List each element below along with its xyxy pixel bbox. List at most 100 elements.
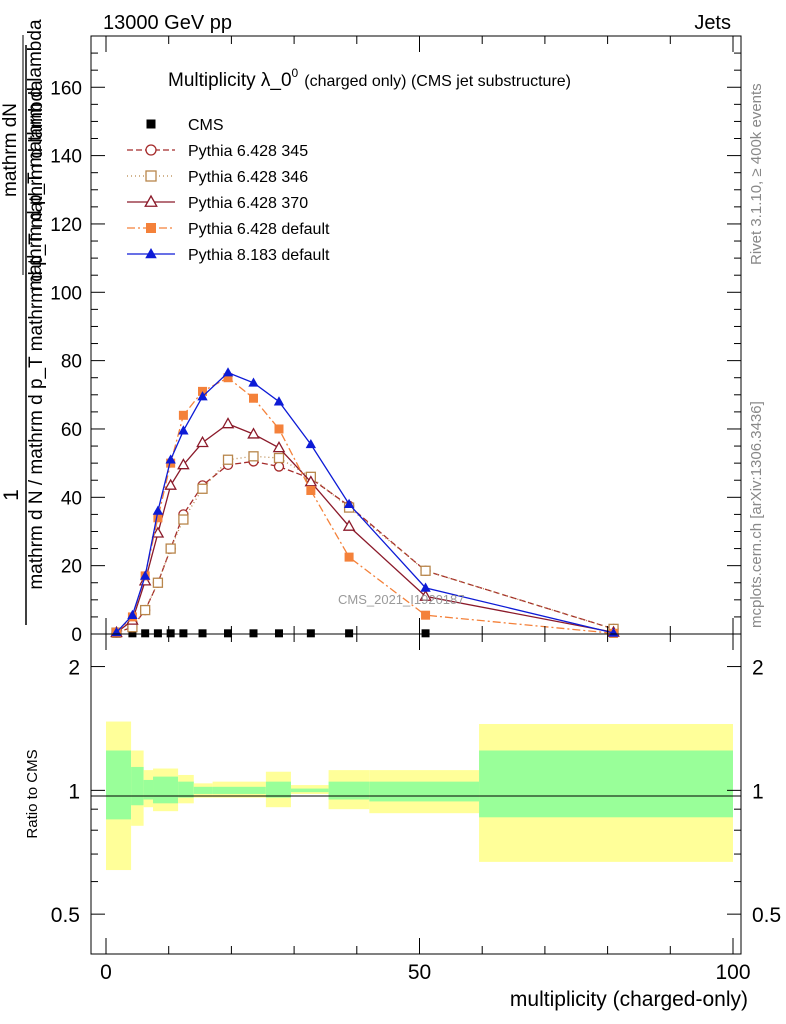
data-point [249,629,258,638]
ratio-band-inner [153,776,179,804]
x-tick-label: 0 [100,961,112,984]
series-0 [112,629,618,638]
legend-label: Pythia 6.428 346 [188,169,308,186]
y-tick-label: 80 [61,352,82,373]
data-point [139,570,151,580]
ratio-y-axis: 0.5 0.5 1 1 2 2 [51,657,781,928]
data-point [165,543,176,554]
main-y-axis: 0 20 40 60 80 100 120 140 160 [50,35,741,646]
y-tick-label: 120 [50,215,82,236]
data-point [305,438,317,449]
ratio-tick-label-right: 1 [752,780,764,803]
data-point [145,144,157,156]
data-point [343,498,355,508]
legend-item: Pythia 8.183 default [127,247,330,264]
legend-item: Pythia 6.428 346 [127,169,308,186]
data-point [127,609,138,620]
data-point [145,248,157,259]
rivet-version-label: Rivet 3.1.10, ≥ 400k events [748,83,765,265]
data-point [223,373,233,383]
ratio-tick-label-right: 2 [752,657,764,680]
plot-title-main: Multiplicity λ_0 [168,70,292,91]
data-point [146,223,156,233]
data-point [222,454,234,465]
data-point [179,629,188,638]
data-point [306,485,316,495]
plot-title: Multiplicity λ_00 (charged only) (CMS jet… [168,66,571,91]
data-point [248,377,259,387]
series-line [116,455,614,634]
data-point [248,451,259,462]
ratio-tick-label-left: 0.5 [51,904,80,927]
data-point [165,454,176,464]
data-point [342,519,356,531]
data-point [178,514,189,525]
legend-item: Pythia 6.428 345 [127,143,308,160]
data-point [140,604,151,616]
data-point [152,577,164,588]
x-tick-label: 50 [408,961,431,984]
legend-label: Pythia 6.428 default [188,221,330,238]
data-point [141,629,150,638]
ratio-band-inner [106,750,132,820]
data-point [151,526,165,538]
ratio-band-inner [479,750,733,818]
data-point [198,629,207,638]
data-point [304,475,318,487]
data-point [421,610,431,620]
y-tick-label: 20 [61,557,82,578]
data-point [145,170,157,182]
ratio-y-label: Ratio to CMS [24,749,41,838]
ratio-plot-frame [90,633,742,955]
y-label-denominator: mathrm d N / mathrm d p_T mathrm d p_T m… [26,80,47,590]
data-point [273,396,285,406]
data-point [247,427,260,439]
analysis-watermark: CMS_2021_I1920187 [338,592,465,607]
data-point [196,435,209,448]
legend-label: Pythia 6.428 345 [188,143,308,160]
ratio-band-inner [328,781,370,800]
mcplots-label: mcplots.cern.ch [arXiv:1306.3436] [748,401,765,628]
series-2 [111,451,619,638]
ratio-tick-label-left: 1 [68,780,80,803]
ratio-band-inner [212,786,266,794]
series-5 [111,367,619,637]
data-point [274,424,284,434]
legend: CMS Pythia 6.428 345 Pythia 6.428 346 Pythi… [127,117,330,264]
data-point [197,391,208,401]
data-point [224,629,233,638]
header-jets: Jets [694,12,731,34]
data-point [222,367,234,377]
y-tick-label: 0 [71,625,82,646]
data-point [274,629,283,638]
main-y-label: 1 mathrm d N / mathrm d p_T mathrm d p_T… [0,19,47,625]
data-point [164,478,177,490]
x-tick-label: 100 [715,961,750,984]
ratio-band-inner [369,781,480,802]
data-point [144,194,158,207]
data-point [153,629,162,638]
data-point [272,441,286,453]
data-point [166,629,175,638]
y-tick-label: 100 [50,283,82,304]
data-point [197,483,208,494]
main-series-layer [110,367,620,638]
ratio-band-inner [290,788,329,793]
y-tick-label: 60 [61,420,82,441]
plot-title-tail: (charged only) (CMS jet substructure) [304,73,571,90]
ratio-band-inner [143,779,154,800]
x-axis-label: multiplicity (charged-only) [510,988,748,1011]
legend-label: CMS [188,117,224,134]
data-point [420,582,431,592]
y-label-numerator: mathrm dN [0,103,21,197]
header-energy: 13000 GeV pp [103,12,232,34]
legend-item: Pythia 6.428 default [127,221,330,238]
y-label-inner-denominator: mathrm d p_T mathrm d lambda [25,19,46,290]
legend-label: Pythia 8.183 default [188,247,330,264]
data-point [221,417,235,429]
y-tick-label: 160 [50,78,82,99]
data-point [128,629,137,638]
data-point [146,119,156,129]
data-point [419,589,432,601]
legend-item: Pythia 6.428 370 [127,194,308,212]
